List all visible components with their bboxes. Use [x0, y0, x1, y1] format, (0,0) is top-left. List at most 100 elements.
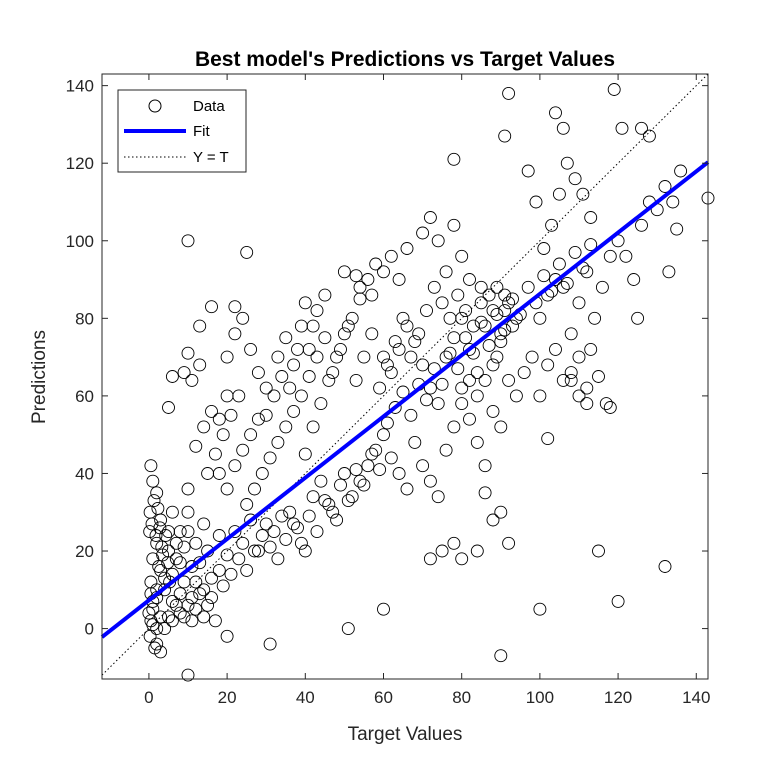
- data-point: [420, 393, 433, 407]
- data-point: [159, 529, 173, 542]
- data-point: [404, 408, 418, 422]
- data-point: [412, 327, 426, 341]
- data-point: [287, 517, 301, 531]
- data-point: [181, 668, 195, 682]
- data-point: [212, 529, 226, 542]
- data-point: [533, 311, 547, 325]
- data-point: [658, 180, 672, 193]
- data-point: [240, 498, 254, 511]
- data-point: [150, 536, 164, 550]
- x-tick-label: 120: [604, 688, 632, 707]
- data-point: [212, 412, 226, 426]
- data-point: [556, 280, 570, 294]
- data-point: [470, 366, 484, 380]
- data-point: [482, 288, 496, 302]
- data-point: [193, 319, 207, 333]
- data-point: [635, 218, 648, 232]
- data-point: [259, 517, 273, 531]
- data-point: [181, 525, 195, 539]
- data-point: [337, 467, 351, 480]
- data-point: [502, 296, 516, 310]
- data-point: [384, 451, 398, 465]
- data-point: [392, 342, 406, 356]
- data-point: [443, 311, 457, 325]
- data-point: [560, 276, 574, 290]
- data-point: [474, 315, 488, 329]
- data-point: [537, 242, 551, 255]
- data-point: [189, 439, 203, 453]
- data-point: [152, 560, 166, 573]
- y-axis-ticks: 0 20 40 60 80 100 120 140: [66, 77, 708, 639]
- data-point: [189, 536, 203, 550]
- chart-title: Best model's Predictions vs Target Value…: [195, 48, 615, 71]
- data-point: [556, 121, 570, 135]
- data-point: [580, 381, 594, 395]
- data-point: [248, 544, 261, 558]
- data-point: [384, 249, 398, 263]
- data-point: [220, 629, 234, 643]
- data-point: [189, 575, 203, 589]
- data-point: [318, 288, 332, 302]
- data-point: [447, 218, 461, 232]
- data-point: [294, 319, 308, 333]
- data-point: [341, 622, 355, 636]
- data-point: [205, 591, 218, 605]
- data-point: [263, 540, 277, 554]
- data-point: [161, 556, 175, 570]
- data-point: [595, 280, 609, 294]
- data-point: [156, 548, 170, 562]
- data-point: [470, 435, 484, 449]
- data-point: [318, 494, 332, 508]
- data-point: [158, 571, 172, 585]
- data-point: [263, 451, 277, 465]
- data-point: [154, 610, 168, 624]
- data-point: [228, 459, 242, 473]
- data-point: [439, 350, 453, 364]
- data-point: [494, 420, 508, 434]
- data-point: [521, 280, 535, 294]
- data-point: [486, 358, 500, 372]
- data-point: [470, 389, 484, 403]
- data-point: [549, 106, 562, 120]
- data-point: [169, 536, 183, 550]
- data-point: [455, 249, 469, 263]
- data-point: [162, 401, 175, 414]
- data-point: [486, 404, 500, 418]
- y-tick-label: 20: [75, 542, 94, 561]
- data-point: [251, 544, 265, 558]
- data-point: [255, 529, 269, 542]
- data-point: [607, 83, 621, 96]
- data-point: [236, 311, 250, 325]
- data-point: [357, 478, 371, 492]
- data-point: [165, 370, 179, 383]
- data-point: [416, 226, 430, 240]
- data-point: [177, 610, 191, 624]
- data-point: [145, 517, 159, 531]
- y-tick-label: 100: [66, 232, 94, 251]
- data-point: [431, 397, 445, 411]
- data-point: [556, 373, 570, 387]
- data-point: [365, 288, 379, 302]
- data-point: [208, 614, 222, 628]
- data-point: [463, 342, 476, 356]
- data-point: [490, 307, 504, 321]
- data-point: [142, 606, 156, 620]
- data-point: [306, 420, 320, 434]
- data-point: [193, 358, 207, 372]
- data-point: [584, 238, 598, 252]
- data-point: [439, 443, 453, 457]
- data-point: [494, 327, 508, 341]
- data-point: [408, 335, 422, 349]
- data-point: [240, 563, 254, 577]
- data-point: [533, 602, 547, 616]
- data-point: [517, 366, 531, 380]
- data-point: [185, 373, 199, 387]
- data-point: [455, 381, 469, 395]
- data-point: [197, 583, 211, 597]
- x-axis-label: Target Values: [348, 724, 463, 745]
- y-tick-label: 80: [75, 309, 94, 328]
- data-point: [334, 478, 347, 492]
- data-point: [212, 467, 226, 480]
- data-point: [423, 211, 437, 224]
- data-point: [572, 389, 586, 403]
